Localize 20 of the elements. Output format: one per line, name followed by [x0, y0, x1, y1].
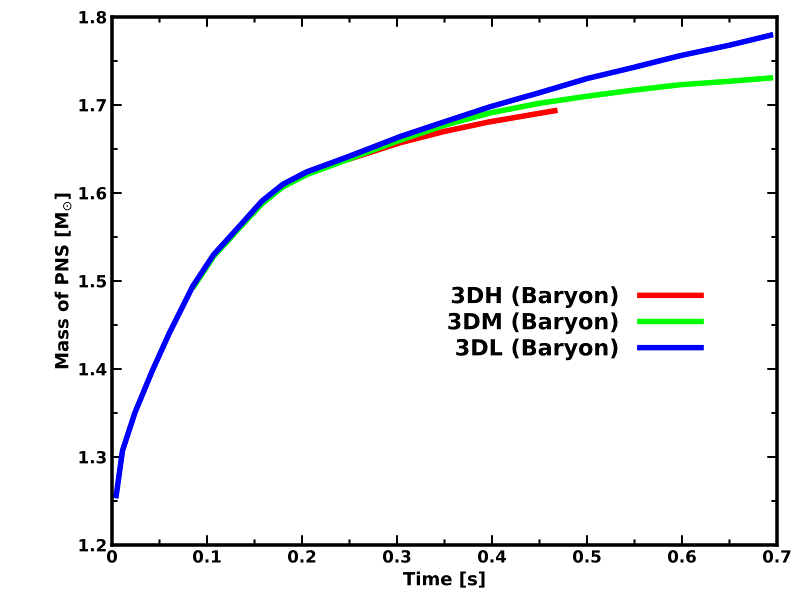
x-tick-label: 0.5: [573, 550, 601, 563]
legend-label: 3DM (Baryon): [448, 312, 618, 334]
x-tick-label: 0.7: [763, 550, 790, 563]
y-tick-label: 1.3: [79, 450, 106, 464]
y-tick-label: 1.2: [79, 538, 106, 552]
x-tick-label: 0: [107, 550, 117, 563]
y-axis-title: Mass of PNS [M$_{⊙}$]: [54, 194, 72, 368]
y-tick-label: 1.8: [79, 10, 106, 24]
x-tick-label: 0.2: [288, 550, 316, 563]
x-tick-label: 0.6: [668, 550, 696, 563]
x-tick-label: 0.3: [383, 550, 410, 563]
x-tick-label: 0.4: [478, 550, 506, 563]
y-tick-label: 1.7: [79, 99, 106, 112]
legend-label: 3DH (Baryon): [452, 286, 618, 308]
y-tick-label: 1.4: [79, 363, 106, 376]
x-axis-title: Time [s]: [403, 572, 484, 588]
y-tick-label: 1.5: [79, 275, 106, 288]
x-tick-label: 0.1: [193, 550, 221, 563]
y-tick-label: 1.6: [79, 186, 106, 200]
legend-label: 3DL (Baryon): [456, 338, 618, 360]
